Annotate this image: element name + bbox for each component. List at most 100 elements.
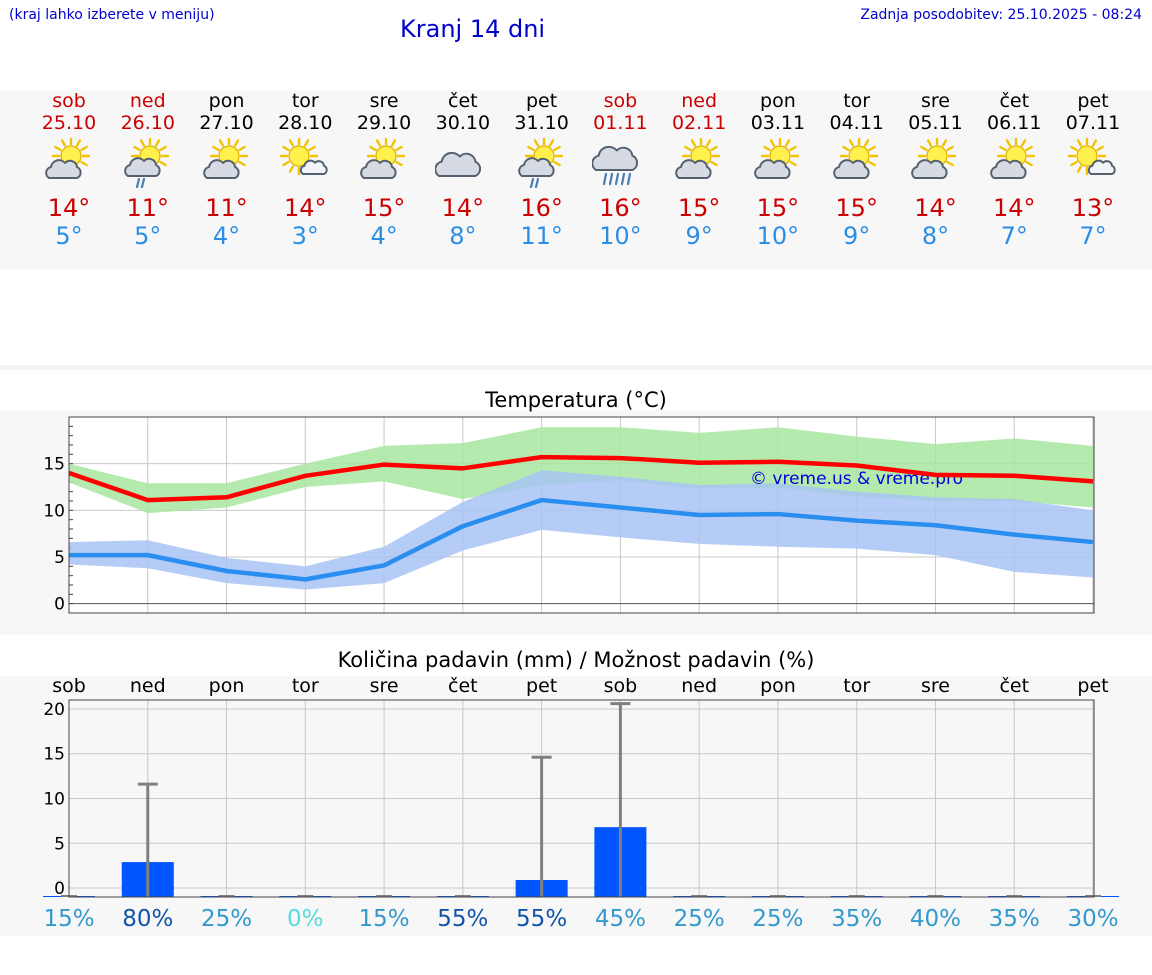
- min-temperature: 5°: [134, 222, 162, 250]
- day-name: ned: [681, 90, 718, 112]
- max-temperature: 14°: [914, 194, 957, 222]
- sun-cloud-light-rain-icon: [123, 138, 169, 188]
- precipitation-probability: 30%: [1067, 906, 1118, 932]
- min-temperature: 7°: [1079, 222, 1107, 250]
- min-temperature: 7°: [1000, 222, 1028, 250]
- day-date: 31.10: [514, 112, 569, 134]
- forecast-day: sre 05.11 14° 8°: [895, 90, 975, 250]
- max-temperature: 16°: [599, 194, 642, 222]
- forecast-day: sob 01.11 16° 10°: [580, 90, 660, 250]
- category-label: pet: [526, 675, 557, 697]
- precipitation-probability: 55%: [516, 906, 567, 932]
- plot-frame: [68, 699, 1095, 898]
- max-temperature: 16°: [520, 194, 563, 222]
- day-date: 01.11: [593, 112, 648, 134]
- min-temperature: 3°: [291, 222, 319, 250]
- y-tick-label: 0: [54, 879, 65, 899]
- category-label: čet: [448, 675, 478, 697]
- forecast-day: pon 27.10 11° 4°: [187, 90, 267, 250]
- cloudy-icon: [434, 151, 481, 177]
- precipitation-probability: 45%: [595, 906, 646, 932]
- day-name: pet: [526, 90, 558, 112]
- max-temperature: 14°: [284, 194, 327, 222]
- category-label: ned: [130, 675, 166, 697]
- day-name: pon: [208, 90, 245, 112]
- max-temperature: 14°: [47, 194, 91, 222]
- precipitation-probability: 40%: [910, 906, 961, 932]
- y-tick-label: 15: [43, 455, 65, 475]
- max-temperature-line: [68, 454, 1094, 503]
- precipitation-probability: 35%: [989, 906, 1040, 932]
- precipitation-probability: 25%: [674, 906, 725, 932]
- forecast-day: tor 04.11 15° 9°: [817, 90, 897, 250]
- temperature-chart: 0 5 10 15 © vreme.us & vreme.pro: [43, 416, 1095, 615]
- max-temperature: 15°: [756, 194, 800, 222]
- max-temperature: 15°: [677, 194, 721, 222]
- category-label: čet: [999, 675, 1029, 697]
- divider: [0, 365, 1152, 370]
- min-temperature: 10°: [756, 222, 800, 250]
- day-date: 03.11: [750, 112, 806, 134]
- min-temperature: 10°: [599, 222, 642, 250]
- day-name: tor: [843, 90, 871, 112]
- category-label: tor: [843, 675, 870, 697]
- category-label: sre: [370, 675, 399, 697]
- day-name: sob: [603, 90, 638, 112]
- day-date: 30.10: [435, 112, 491, 134]
- min-temperature: 5°: [55, 222, 83, 250]
- category-label: pon: [760, 675, 796, 697]
- min-temperature: 4°: [370, 222, 398, 250]
- day-date: 28.10: [278, 112, 333, 134]
- day-name: sre: [369, 90, 399, 112]
- plot-frame: [68, 416, 1095, 614]
- day-date: 07.11: [1065, 112, 1121, 134]
- partly-cloudy-sun-icon: [911, 138, 957, 179]
- y-tick-label: 10: [43, 790, 65, 810]
- sun-cloud-light-rain-icon: [517, 138, 563, 188]
- precipitation-chart-background: [0, 676, 1152, 936]
- min-temperature: 9°: [685, 222, 713, 250]
- sun-small-cloud-icon: [1067, 138, 1116, 176]
- temperature-chart-title: Temperatura (°C): [485, 388, 667, 412]
- day-name: tor: [291, 90, 319, 112]
- last-update-timestamp: Zadnja posodobitev: 25.10.2025 - 08:24: [860, 7, 1142, 23]
- y-tick-label: 15: [43, 745, 65, 765]
- forecast-band: [0, 90, 1152, 270]
- forecast-day: pet 07.11 13° 7°: [1053, 90, 1133, 250]
- day-name: pon: [760, 90, 796, 112]
- day-date: 05.11: [908, 112, 963, 134]
- max-temperature: 11°: [126, 194, 170, 222]
- forecast-day: sob 25.10 14° 5°: [29, 90, 109, 250]
- min-temperature: 8°: [449, 222, 477, 250]
- y-tick-label: 10: [43, 501, 65, 521]
- max-temperature: 14°: [441, 194, 485, 222]
- forecast-day: čet 06.11 14° 7°: [974, 90, 1054, 250]
- y-tick-label: 0: [54, 595, 65, 615]
- category-label: sre: [921, 675, 950, 697]
- page-title: Kranj 14 dni: [400, 15, 546, 43]
- day-date: 04.11: [829, 112, 884, 134]
- day-name: čet: [448, 90, 478, 112]
- category-label: tor: [292, 675, 319, 697]
- category-label: sob: [604, 675, 638, 697]
- sun-small-cloud-icon: [280, 138, 328, 176]
- partly-cloudy-sun-icon: [675, 138, 721, 179]
- max-temperature: 13°: [1071, 194, 1115, 222]
- watermark: © vreme.us & vreme.pro: [750, 469, 963, 489]
- max-temperature: 11°: [205, 194, 248, 222]
- y-tick-label: 5: [54, 548, 65, 568]
- precipitation-probability: 0%: [287, 906, 324, 932]
- forecast-day: tor 28.10 14° 3°: [265, 90, 345, 250]
- min-temperature: 11°: [520, 222, 563, 250]
- day-date: 25.10: [41, 112, 97, 134]
- category-label: pet: [1077, 675, 1108, 697]
- day-date: 06.11: [987, 112, 1042, 134]
- day-date: 29.10: [356, 112, 412, 134]
- max-temperature: 15°: [835, 194, 878, 222]
- location-menu-hint: (kraj lahko izberete v meniju): [9, 7, 215, 23]
- partly-cloudy-sun-icon: [990, 138, 1036, 179]
- min-temperature: 4°: [212, 222, 241, 250]
- day-name: čet: [999, 90, 1030, 112]
- partly-cloudy-sun-icon: [45, 138, 91, 179]
- min-temperature: 8°: [921, 222, 950, 250]
